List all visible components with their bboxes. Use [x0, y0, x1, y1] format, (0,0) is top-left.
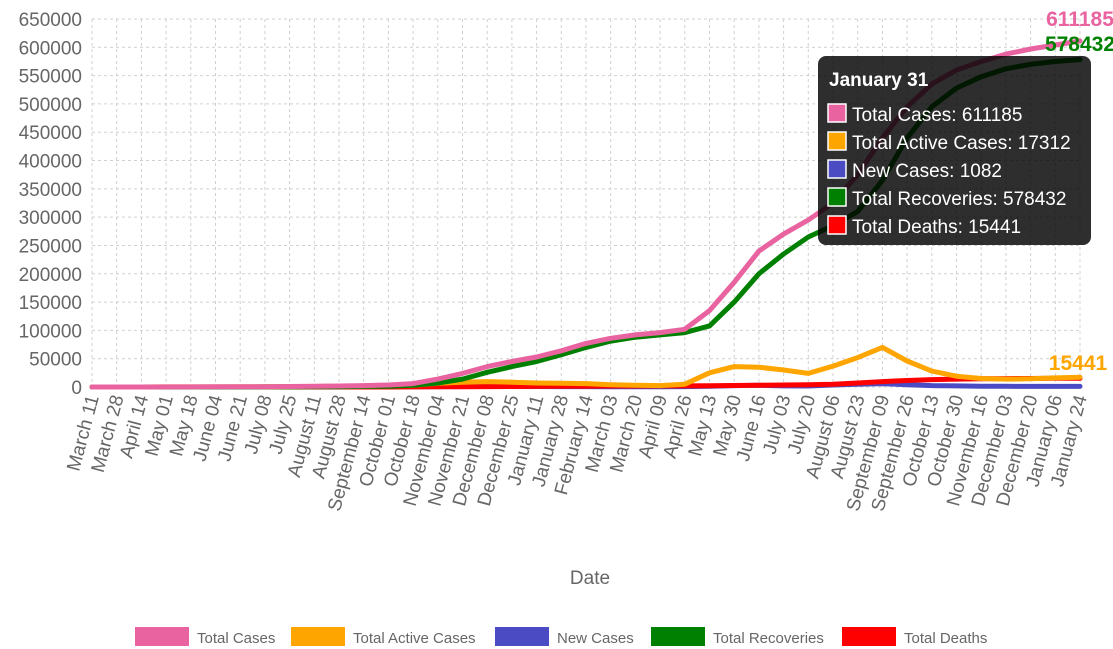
end-value-label: 611185 — [1046, 8, 1113, 31]
y-tick-label: 600000 — [19, 38, 82, 59]
y-tick-label: 400000 — [19, 152, 82, 173]
tooltip-row: Total Deaths: 15441 — [852, 217, 1021, 238]
tooltip-row: Total Cases: 611185 — [852, 105, 1022, 126]
legend-label: Total Deaths — [904, 630, 987, 647]
legend-label: Total Active Cases — [353, 630, 476, 647]
tooltip-swatch — [827, 187, 847, 207]
y-tick-label: 350000 — [19, 180, 82, 201]
end-value-label: 15441 — [1049, 352, 1108, 375]
y-tick-label: 300000 — [19, 208, 82, 229]
legend: Total Cases Total Active Cases New Cases To… — [135, 627, 987, 647]
tooltip-swatch — [827, 215, 847, 235]
y-tick-label: 500000 — [19, 95, 82, 116]
legend-swatch — [495, 627, 549, 646]
end-value-label: 578432 — [1045, 33, 1113, 56]
legend-swatch — [291, 627, 345, 646]
y-tick-label: 650000 — [19, 10, 82, 31]
legend-label: Total Recoveries — [713, 630, 824, 647]
y-tick-label: 0 — [71, 378, 82, 399]
legend-swatch — [135, 627, 189, 646]
hover-tooltip: January 31 Total Cases: 611185 Total Activ… — [818, 56, 1091, 245]
y-tick-label: 50000 — [29, 350, 82, 371]
legend-swatch — [651, 627, 705, 646]
tooltip-row: New Cases: 1082 — [852, 161, 1002, 182]
tooltip-swatch — [827, 159, 847, 179]
legend-label: Total Cases — [197, 630, 275, 647]
y-tick-label: 550000 — [19, 67, 82, 88]
tooltip-title: January 31 — [829, 70, 929, 91]
y-tick-label: 200000 — [19, 265, 82, 286]
y-axis-ticks: 0 50000 100000 150000 200000 250000 300000 3500… — [19, 10, 82, 399]
y-tick-label: 150000 — [19, 293, 82, 314]
tooltip-box — [818, 56, 1091, 245]
x-axis-title: Date — [570, 568, 610, 589]
tooltip-row: Total Active Cases: 17312 — [852, 133, 1071, 154]
y-tick-label: 250000 — [19, 236, 82, 257]
y-tick-label: 450000 — [19, 123, 82, 144]
tooltip-row: Total Recoveries: 578432 — [852, 189, 1066, 210]
y-tick-label: 100000 — [19, 321, 82, 342]
legend-label: New Cases — [557, 630, 634, 647]
tooltip-swatch — [827, 131, 847, 151]
tooltip-swatch — [827, 103, 847, 123]
legend-swatch — [842, 627, 896, 646]
